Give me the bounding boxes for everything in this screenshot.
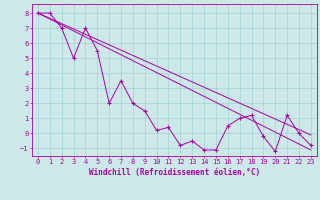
- X-axis label: Windchill (Refroidissement éolien,°C): Windchill (Refroidissement éolien,°C): [89, 168, 260, 177]
